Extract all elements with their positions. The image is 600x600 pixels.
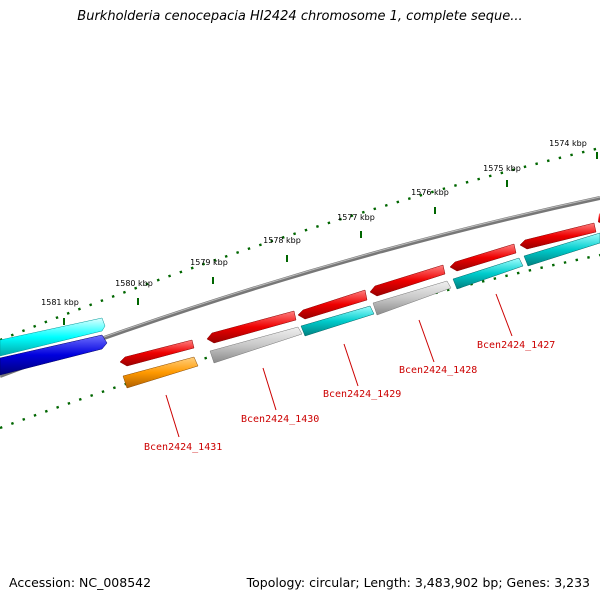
feature-arrow-cyan-1427[interactable] [452,257,524,290]
gene-arrow-bcen2424-1430[interactable] [206,310,297,344]
gene-arrow-bcen2424-1427[interactable] [449,243,517,272]
gene-label[interactable]: Bcen2424_1427 [477,340,555,351]
tick-label: 1575 kbp [483,164,521,173]
forward-features [119,213,600,367]
tick-label: 1580 kbp [115,279,153,288]
gene-label[interactable]: Bcen2424_1430 [241,414,319,425]
gene-label[interactable]: Bcen2424_1428 [399,365,477,376]
feature-arrow-orange[interactable] [122,356,199,389]
feature-arrow-cyan-1429[interactable] [300,305,375,337]
label-leader-line [418,319,435,363]
tick-labels: 1574 kbp 1575 kbp 1576 kbp 1577 kbp 1578 kbp… [41,139,598,325]
left-features [0,317,108,376]
label-leader-line [262,367,277,411]
feature-arrow-gray-1430[interactable] [209,326,303,364]
accession-text: Accession: NC_008542 [9,575,152,590]
feature-arrow-cyan-next[interactable] [523,232,600,267]
gene-arrow-next-forward[interactable] [519,222,597,250]
gene-arrow-bcen2424-1429[interactable] [297,289,368,320]
gene-label[interactable]: Bcen2424_1429 [323,389,401,400]
tick-label: 1574 kbp [549,139,587,148]
tick-label: 1577 kbp [337,213,375,222]
gene-arrow-bcen2424-1428[interactable] [369,264,446,297]
gene-arrow-bcen2424-1431[interactable] [119,339,195,367]
reverse-features [122,232,600,389]
tick-label: 1581 kbp [41,298,79,307]
label-leader-line [343,343,359,387]
topology-text: Topology: circular; Length: 3,483,902 bp… [246,575,590,590]
label-leader-line [495,293,513,337]
tick-label: 1579 kbp [190,258,228,267]
tick-label: 1576 kbp [411,188,449,197]
tick-label: 1578 kbp [263,236,301,245]
gene-labels: Bcen2424_1427 Bcen2424_1428 Bcen2424_1429 B… [144,293,555,453]
feature-arrow-gray-1428[interactable] [372,280,452,316]
gene-label[interactable]: Bcen2424_1431 [144,442,222,453]
feature-arrow-light-cyan[interactable] [0,317,106,357]
label-leader-line [165,394,180,438]
map-title: Burkholderia cenocepacia HI2424 chromoso… [77,9,523,24]
feature-arrow-blue[interactable] [0,334,108,376]
